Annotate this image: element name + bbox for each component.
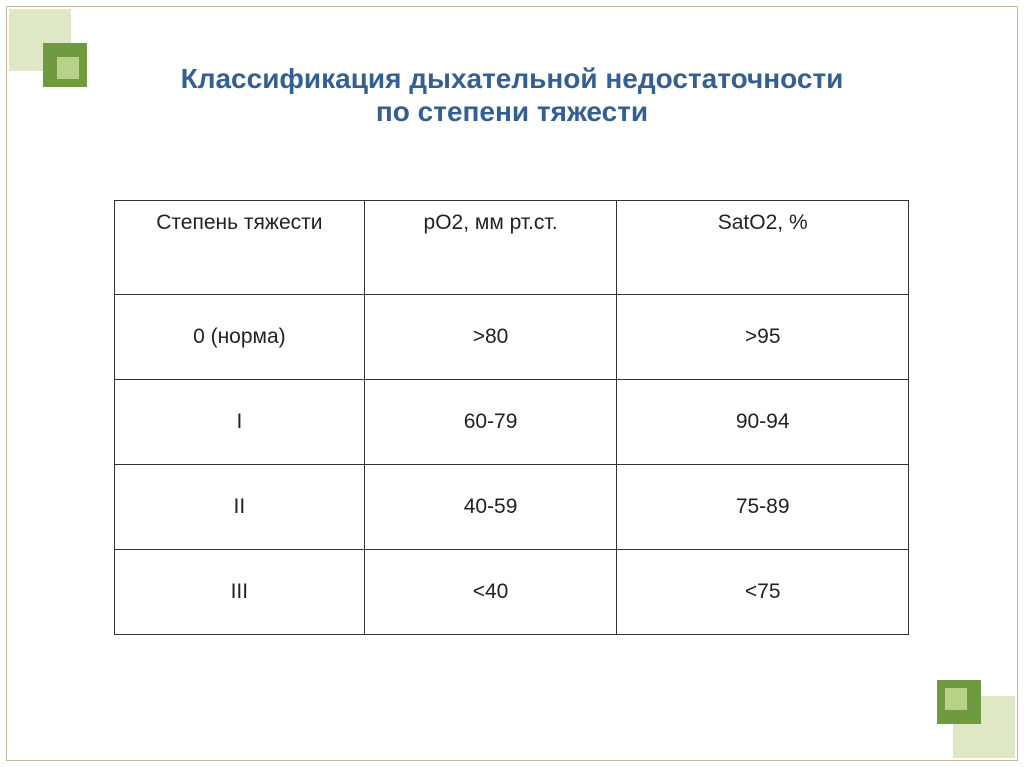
title-line-1: Классификация дыхательной недостаточност… xyxy=(181,63,844,94)
cell-po2: >80 xyxy=(364,295,617,380)
table-row: 0 (норма) >80 >95 xyxy=(115,295,909,380)
cell-sato2: >95 xyxy=(617,295,909,380)
table-row: I 60-79 90-94 xyxy=(115,380,909,465)
col-header-sato2: SatO2, % xyxy=(617,201,909,295)
cell-severity: II xyxy=(115,465,365,550)
cell-sato2: 75-89 xyxy=(617,465,909,550)
cell-po2: 40-59 xyxy=(364,465,617,550)
corner-decoration-bottom-right xyxy=(925,668,1015,758)
cell-sato2: 90-94 xyxy=(617,380,909,465)
cell-po2: <40 xyxy=(364,550,617,635)
col-header-severity: Степень тяжести xyxy=(115,201,365,295)
slide: Классификация дыхательной недостаточност… xyxy=(0,0,1024,767)
table-row: II 40-59 75-89 xyxy=(115,465,909,550)
cell-severity: I xyxy=(115,380,365,465)
cell-sato2: <75 xyxy=(617,550,909,635)
cell-severity: 0 (норма) xyxy=(115,295,365,380)
cell-severity: III xyxy=(115,550,365,635)
cell-po2: 60-79 xyxy=(364,380,617,465)
table-row: III <40 <75 xyxy=(115,550,909,635)
table-header-row: Степень тяжести рО2, мм рт.ст. SatO2, % xyxy=(115,201,909,295)
slide-title: Классификация дыхательной недостаточност… xyxy=(0,62,1024,128)
title-line-2: по степени тяжести xyxy=(376,96,648,127)
col-header-po2: рО2, мм рт.ст. xyxy=(364,201,617,295)
classification-table: Степень тяжести рО2, мм рт.ст. SatO2, % … xyxy=(114,200,909,635)
